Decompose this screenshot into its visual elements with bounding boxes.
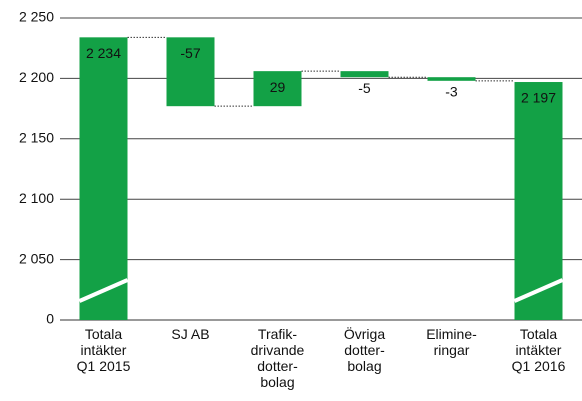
- y-tick-label: 2 250: [19, 9, 54, 25]
- x-tick-label: Elimine- ringar: [426, 326, 477, 358]
- x-tick-label: Trafik- drivande dotter- bolag: [250, 326, 305, 390]
- y-tick-label: 2 200: [19, 69, 54, 85]
- value-label: 2 197: [521, 90, 556, 106]
- value-label: 2 234: [86, 45, 121, 61]
- value-label: -57: [180, 45, 200, 61]
- value-label: -5: [358, 80, 371, 96]
- bar: [253, 71, 302, 107]
- y-tick-label: 2 100: [19, 190, 54, 206]
- y-tick-label: 2 150: [19, 130, 54, 146]
- bar: [514, 82, 563, 320]
- y-tick-label: 2 050: [19, 250, 54, 266]
- bar: [166, 37, 215, 107]
- x-tick-label: Totala intäkter Q1 2016: [511, 326, 566, 374]
- value-label: -3: [445, 84, 458, 100]
- bar: [427, 77, 476, 81]
- x-tick-label: SJ AB: [171, 326, 210, 342]
- x-tick-label: Övriga dotter- bolag: [343, 326, 386, 374]
- axis-break: [513, 278, 564, 303]
- axis-break: [78, 278, 129, 303]
- value-label: 29: [270, 79, 286, 95]
- bar: [340, 71, 389, 78]
- x-tick-label: Totala intäkter Q1 2015: [76, 326, 131, 374]
- y-tick-label: 0: [46, 311, 54, 327]
- bar: [79, 37, 128, 320]
